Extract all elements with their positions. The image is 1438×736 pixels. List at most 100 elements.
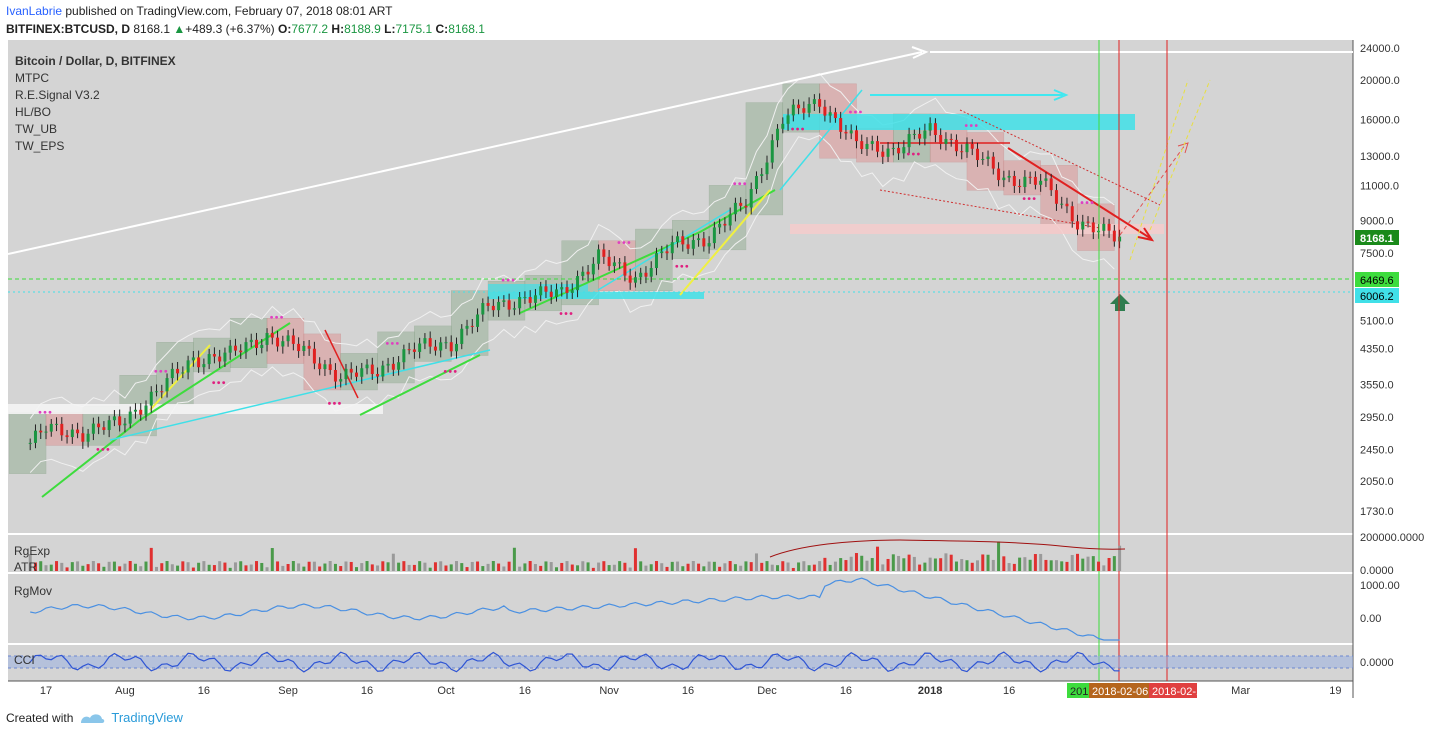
candle-body <box>518 297 522 309</box>
candle-body <box>591 263 595 275</box>
price-pane[interactable] <box>8 40 1353 533</box>
candle-body <box>812 99 816 104</box>
candle-body <box>502 300 506 302</box>
candle-body <box>155 391 159 393</box>
buy-signal-arrow-icon <box>1110 294 1130 311</box>
candle-body <box>318 363 322 370</box>
candle-body <box>628 275 632 283</box>
volume-bar <box>533 564 537 571</box>
candle-body <box>81 433 85 442</box>
cyan-arrow-head <box>1053 89 1069 101</box>
volume-bar <box>723 563 727 571</box>
candle-body <box>160 391 164 393</box>
volume-bar <box>470 561 474 571</box>
candle-body <box>112 416 116 421</box>
candle-body <box>802 108 806 113</box>
candle-body <box>954 139 958 152</box>
volume-bar <box>523 563 527 571</box>
red-trendline-1 <box>324 329 359 399</box>
candle-body <box>323 364 327 370</box>
volume-bar <box>554 567 558 571</box>
range-box <box>635 228 673 291</box>
candle-body <box>765 162 769 175</box>
symbol: BITFINEX:BTCUSD, D <box>6 22 130 36</box>
support2-tag-text: 6006.2 <box>1360 291 1394 303</box>
candle-body <box>686 244 690 249</box>
volume-bar <box>870 558 874 571</box>
volume-bar <box>412 564 416 571</box>
time-tick-label: 19 <box>1329 685 1341 697</box>
candle-body <box>512 308 516 310</box>
candle-body <box>412 349 416 352</box>
volume-bar <box>44 565 48 571</box>
volume-pane[interactable] <box>8 535 1353 572</box>
tradingview-brand-link[interactable]: TradingView <box>111 710 183 725</box>
signal-dot <box>849 110 852 114</box>
signal-dot <box>43 410 47 414</box>
signal-dot <box>1085 201 1089 204</box>
volume-bar <box>460 563 464 571</box>
time-axis[interactable]: 17 Aug 16 Sep 16 Oct 16 Nov 16 Dec 16 2018 16 Mar 19 <box>40 685 1342 697</box>
author-link[interactable]: IvanLabrie <box>6 4 63 18</box>
signal-dot <box>106 448 110 451</box>
volume-bar <box>707 561 711 571</box>
volume-bar <box>454 561 458 571</box>
candle-body <box>949 138 953 140</box>
candle-body <box>244 342 248 353</box>
mov-pane[interactable] <box>8 574 1353 643</box>
volume-bar <box>365 561 369 571</box>
volume-bar <box>623 562 627 571</box>
signal-dot <box>738 182 742 186</box>
volume-bar <box>512 547 516 571</box>
candle-body <box>423 338 427 344</box>
candle-body <box>523 297 527 299</box>
time-tick-label: Dec <box>757 685 777 697</box>
signal-dot <box>164 369 168 373</box>
volume-bar <box>765 561 769 571</box>
legend-symbol: Bitcoin / Dollar, D, BITFINEX <box>15 54 176 68</box>
candle-body <box>791 104 795 116</box>
candle-body <box>581 271 585 277</box>
cci-line <box>29 651 1120 673</box>
volume-bar <box>207 564 211 571</box>
candle-body <box>376 374 380 377</box>
candle-body <box>960 151 964 153</box>
candle-body <box>1023 176 1027 188</box>
volume-bar <box>1018 557 1022 571</box>
volume-bar <box>344 561 348 571</box>
legend-item-tweps: TW_EPS <box>15 139 64 153</box>
candle-body <box>891 147 895 149</box>
volume-bar <box>1033 554 1037 571</box>
signal-dot <box>627 241 631 244</box>
signal-dot <box>501 278 505 282</box>
legend-item-twub: TW_UB <box>15 122 57 136</box>
price-tick-label: 2950.0 <box>1360 412 1394 424</box>
volume-bar <box>681 566 685 571</box>
time-tick-label: 16 <box>361 685 373 697</box>
volume-bar <box>1102 565 1106 571</box>
volume-bar <box>397 562 401 571</box>
volume-bar <box>444 565 448 571</box>
cyan-resistance-zone <box>783 114 1135 130</box>
candle-body <box>186 360 190 373</box>
candle-body <box>886 148 890 157</box>
signal-dot <box>569 312 573 315</box>
price-axis[interactable]: 24000.0 20000.0 16000.0 13000.0 11000.0 9000.… <box>1360 43 1400 518</box>
candle-body <box>344 368 348 380</box>
candle-body <box>1086 221 1090 223</box>
candle-body <box>212 354 216 357</box>
volume-bar <box>728 561 732 571</box>
candle-body <box>307 345 311 349</box>
time-tick-label: Nov <box>599 685 619 697</box>
candle-body <box>454 343 458 352</box>
candle-body <box>807 103 811 113</box>
volume-bar <box>970 562 974 571</box>
high-value: 8188.9 <box>344 22 381 36</box>
footer: Created with TradingView <box>6 710 183 725</box>
time-tick-label: Mar <box>1231 685 1250 697</box>
signal-dot <box>622 241 626 244</box>
candle-body <box>839 118 843 132</box>
candle-body <box>576 276 580 291</box>
volume-bar <box>676 561 680 571</box>
